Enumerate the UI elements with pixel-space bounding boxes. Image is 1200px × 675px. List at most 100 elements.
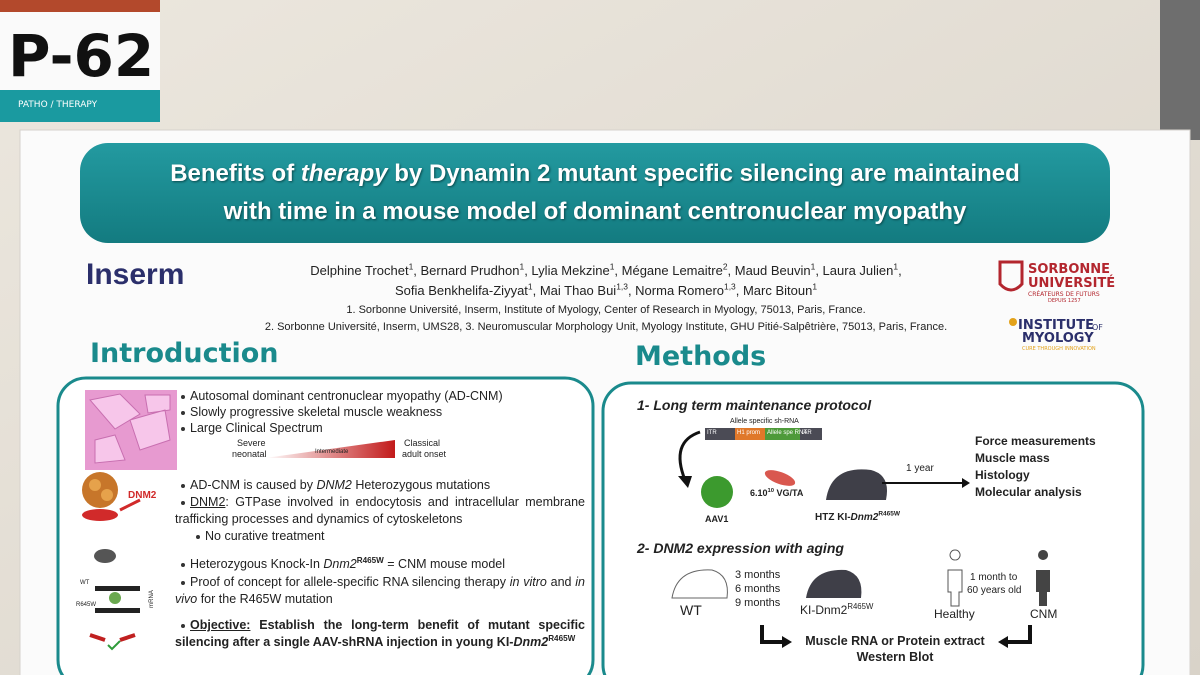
healthy-person [947,549,963,607]
bullet [181,427,185,431]
bullet [196,535,200,539]
text-run: 6.10 [750,488,768,498]
age: 6 months [735,583,781,595]
text-run: DNM2 [190,495,226,509]
outcome: Force measurements [975,434,1096,448]
frame-edge [1160,0,1200,140]
text-run: for the R465W mutation [197,592,333,606]
affiliation-line: 1. Sorbonne Université, Inserm, Institut… [346,304,866,316]
intro-bullet: No curative treatment [205,528,505,545]
construct-part: ITR [707,430,717,436]
age: 3 months [735,569,781,581]
text-run: = CNM mouse model [383,557,506,571]
sorbonne-logo-text: DEPUIS 1257 [1048,298,1081,304]
text-run: DNM2 [316,478,352,492]
text-run: Large Clinical Spectrum [190,421,323,435]
wt-mouse [671,569,728,599]
mutant-allele [95,608,140,613]
muscle-icon [764,470,796,486]
aav-particle [701,476,733,508]
myology-star [1009,318,1017,326]
check-mark [107,640,121,651]
title-line: with time in a mouse model of dominant c… [223,198,967,225]
dnm2-subunit [89,479,101,491]
mouse-icon [94,549,116,563]
elbow-arrow [760,625,782,644]
dnm2-helix [82,509,118,521]
intro-bullet: DNM2: GTPase involved in endocytosis and… [175,494,585,528]
intro-bullet: Objective: Establish the long-term benef… [175,617,585,651]
elbow-arrow [1008,625,1032,644]
text-run: 1 [810,261,816,272]
sign-strip [0,90,160,122]
duration-label: 1 year [906,463,934,474]
section-heading: Methods [635,341,767,372]
text-run: VG/TA [774,488,804,498]
sign-pattern [0,0,160,12]
text-run: Heterozygous Knock-In [190,557,324,571]
arrowhead [782,636,792,648]
text-run: Proof of concept for allele-specific RNA… [190,575,510,589]
methods-box [601,381,1145,675]
text-run: , Marc Bitoun [735,283,813,298]
promoter-box [735,428,765,440]
construct-label: Allele specific sh-RNA [730,418,799,425]
text-run: 1,3 [616,281,628,292]
intro-bullet: Proof of concept for allele-specific RNA… [175,574,585,608]
bullet [181,395,185,399]
author-line: Delphine Trochet1, Bernard Prudhon1, Lyl… [196,261,1016,278]
group-label: WT [680,602,702,618]
title-banner [80,143,1110,243]
text-run: therapy [300,160,388,187]
bullet [181,563,185,567]
text-run: 1,3 [724,281,736,292]
text-run: Dnm2 [850,512,879,523]
myology-logo-text: CURE THROUGH INNOVATION [1022,346,1096,352]
image-label: DNM2 [128,490,157,501]
group-label: KI-Dnm2R465W [800,603,873,617]
spectrum-label: Intermediate [315,449,349,455]
model-label: HTZ KI-Dnm2R465W [815,511,900,523]
text-run: Objective: [190,618,251,632]
text-run: and [546,575,576,589]
text-run: 1 [609,261,615,272]
text-run: AD-CNM is caused by [190,478,317,492]
result: Muscle RNA or Protein extract [805,634,985,648]
text-run: Heterozygous mutations [351,478,491,492]
cleaved-rna [89,633,136,642]
ki-mouse [826,469,887,500]
risc-complex [109,592,121,604]
arrowhead [962,478,970,488]
text-run: Sofia Benkhelifa-Ziyyat [394,283,528,298]
group-label: Healthy [934,607,975,621]
text-run: 10 [767,488,775,494]
sorbonne-logo-text: UNIVERSITÉ [1028,276,1116,291]
text-run: 2 [722,261,728,272]
construct-part: ITR [802,430,812,436]
itr-box [800,428,822,440]
sign-category: PATHO / THERAPY [18,100,98,110]
arrowhead [998,636,1008,648]
age-range: 60 years old [967,585,1022,596]
inserm-logo: Inserm [86,258,185,291]
intro-bullet: Large Clinical Spectrum [190,420,570,437]
text-run: HTZ KI- [815,512,851,523]
spectrum-triangle [265,440,395,458]
text-run: 1 [893,261,899,272]
text-run: No curative treatment [205,529,325,543]
text-run: , Lylia Mekzine [524,263,610,278]
text-run: in vitro [509,575,547,589]
image-label: mRNA [148,590,155,608]
text-run: Benefits of [170,160,301,187]
itr-box [705,428,735,440]
text-run: Slowly progressive skeletal muscle weakn… [190,405,443,419]
text-run: 1 [812,281,818,292]
text-run: , Laura Julien [815,263,894,278]
outcome: Molecular analysis [975,485,1082,499]
dnm2-arrow [119,498,141,512]
affiliation-line: 2. Sorbonne Université, Inserm, UMS28, 3… [264,321,948,333]
myology-logo-text: OF [1092,323,1103,332]
rna-box [765,428,800,440]
